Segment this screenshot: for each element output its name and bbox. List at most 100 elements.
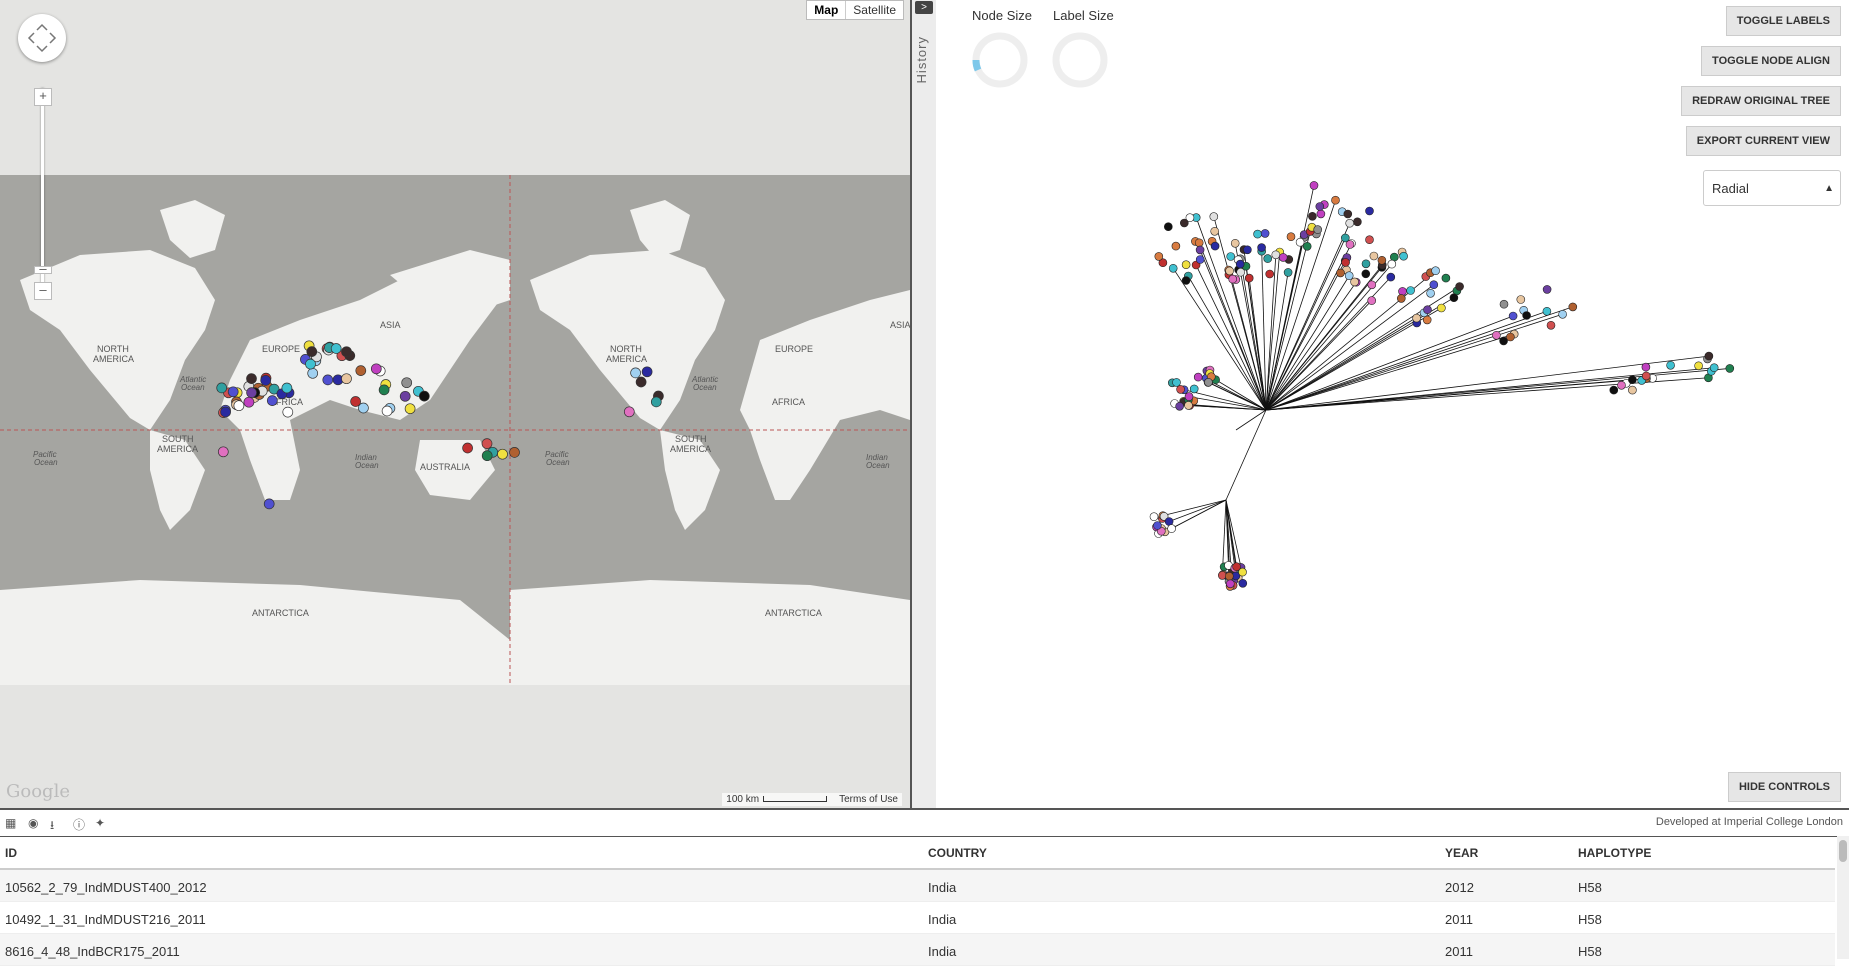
node-size-knob[interactable] — [970, 30, 1030, 90]
zoom-out-button[interactable]: – — [34, 282, 52, 300]
tree-leaf-node[interactable] — [1302, 242, 1312, 251]
tree-leaf-node[interactable] — [1568, 302, 1578, 312]
map-sample-point[interactable] — [246, 387, 257, 398]
map-sample-point[interactable] — [305, 358, 316, 370]
terms-link[interactable]: Terms of Use — [839, 794, 898, 805]
map-button[interactable]: Map — [807, 1, 847, 19]
map-sample-point[interactable] — [399, 390, 411, 402]
tree-leaf-node[interactable] — [1257, 243, 1266, 252]
tree-leaf-node[interactable] — [1260, 229, 1270, 238]
tree-leaf-node[interactable] — [1628, 385, 1637, 395]
tree-leaf-node[interactable] — [1522, 311, 1531, 320]
tree-leaf-node[interactable] — [1377, 255, 1387, 265]
tree-panel[interactable]: Node Size Label Size TOGGLE LABELS TOGGL… — [936, 0, 1849, 808]
tree-leaf-node[interactable] — [1343, 209, 1353, 219]
tree-leaf-node[interactable] — [1209, 212, 1219, 221]
tree-leaf-node[interactable] — [1171, 241, 1181, 251]
tree-leaf-node[interactable] — [1283, 268, 1293, 277]
tree-leaf-node[interactable] — [1369, 251, 1379, 261]
tree-leaf-node[interactable] — [1406, 286, 1415, 295]
map-sample-point[interactable] — [358, 402, 369, 414]
tree-leaf-node[interactable] — [1341, 258, 1350, 267]
map-sample-point[interactable] — [341, 346, 352, 358]
tree-leaf-node[interactable] — [1542, 306, 1552, 316]
tree-leaf-node[interactable] — [1353, 217, 1362, 227]
zoom-slider[interactable] — [41, 88, 44, 288]
tree-leaf-node[interactable] — [1226, 252, 1236, 261]
tree-leaf-node[interactable] — [1709, 363, 1719, 373]
tree-leaf-node[interactable] — [1315, 202, 1325, 211]
tree-leaf-node[interactable] — [1153, 521, 1162, 530]
tree-leaf-node[interactable] — [1426, 288, 1435, 298]
toggle-node-align-button[interactable]: TOGGLE NODE ALIGN — [1701, 46, 1841, 76]
tree-leaf-node[interactable] — [1694, 361, 1703, 371]
map-sample-point[interactable] — [281, 382, 293, 394]
tree-leaf-node[interactable] — [1367, 280, 1377, 290]
tree-leaf-node[interactable] — [1308, 212, 1317, 221]
map-sample-point[interactable] — [263, 498, 275, 510]
tree-leaf-node[interactable] — [1345, 218, 1355, 228]
history-toggle-button[interactable]: > — [915, 1, 933, 14]
tree-leaf-node[interactable] — [1437, 303, 1446, 313]
map-sample-point[interactable] — [418, 390, 430, 402]
tree-leaf-node[interactable] — [1236, 267, 1246, 277]
map-sample-point[interactable] — [307, 367, 319, 379]
tree-leaf-node[interactable] — [1399, 251, 1408, 261]
tree-leaf-node[interactable] — [1185, 213, 1195, 222]
map-sample-point[interactable] — [509, 447, 520, 458]
map-sample-point[interactable] — [623, 406, 635, 418]
map-sample-point[interactable] — [641, 366, 653, 378]
tree-leaf-node[interactable] — [1542, 285, 1552, 294]
tree-leaf-node[interactable] — [1243, 245, 1252, 255]
map-sample-point[interactable] — [217, 446, 229, 458]
tree-leaf-node[interactable] — [1361, 259, 1371, 269]
tree-leaf-node[interactable] — [1361, 269, 1371, 279]
tree-leaf-node[interactable] — [1666, 360, 1675, 370]
map-sample-point[interactable] — [350, 396, 361, 407]
tree-leaf-node[interactable] — [1158, 258, 1168, 268]
tree-leaf-node[interactable] — [1340, 233, 1350, 243]
tree-leaf-node[interactable] — [1499, 299, 1509, 309]
column-header-country[interactable]: COUNTRY — [928, 846, 987, 860]
tree-leaf-node[interactable] — [1238, 578, 1248, 588]
tree-leaf-node[interactable] — [1271, 250, 1281, 260]
hide-controls-button[interactable]: HIDE CONTROLS — [1727, 772, 1841, 802]
tree-leaf-node[interactable] — [1492, 330, 1501, 340]
map-sample-point[interactable] — [306, 346, 318, 357]
info-icon[interactable]: ⓘ — [73, 818, 86, 832]
tree-leaf-node[interactable] — [1181, 276, 1191, 285]
tree-leaf-node[interactable] — [1164, 222, 1173, 231]
map-sample-point[interactable] — [481, 450, 493, 462]
tree-leaf-node[interactable] — [1336, 268, 1345, 278]
map-sample-point[interactable] — [266, 395, 278, 406]
tree-leaf-node[interactable] — [1172, 378, 1181, 387]
map-sample-point[interactable] — [630, 367, 641, 379]
tree-leaf-node[interactable] — [1350, 277, 1359, 287]
map-sample-point[interactable] — [635, 376, 647, 388]
map-sample-point[interactable] — [227, 386, 239, 398]
tree-leaf-node[interactable] — [1235, 259, 1245, 269]
table-row[interactable]: 10562_2_79_IndMDUST400_2012 India 2012 H… — [0, 870, 1835, 902]
tree-leaf-node[interactable] — [1412, 313, 1421, 323]
zoom-in-button[interactable]: + — [34, 88, 52, 106]
tree-leaf-node[interactable] — [1189, 384, 1199, 394]
redraw-original-tree-button[interactable]: REDRAW ORIGINAL TREE — [1681, 86, 1841, 116]
tree-leaf-node[interactable] — [1204, 377, 1213, 387]
tree-leaf-node[interactable] — [1367, 296, 1377, 305]
tree-leaf-node[interactable] — [1641, 371, 1651, 381]
map-sample-point[interactable] — [216, 382, 228, 394]
tree-leaf-node[interactable] — [1265, 269, 1275, 279]
map-sample-point[interactable] — [322, 374, 334, 386]
map-sample-point[interactable] — [355, 365, 367, 376]
tree-leaf-node[interactable] — [1230, 239, 1240, 248]
phylogenetic-tree[interactable] — [936, 0, 1849, 808]
tree-leaf-node[interactable] — [1210, 227, 1220, 236]
tree-leaf-node[interactable] — [1168, 263, 1178, 273]
tree-leaf-node[interactable] — [1455, 282, 1464, 291]
label-size-knob[interactable] — [1050, 30, 1110, 90]
tree-leaf-node[interactable] — [1149, 512, 1159, 522]
zoom-handle[interactable]: – — [34, 262, 52, 275]
table-row[interactable]: 8616_4_48_IndBCR175_2011 India 2011 H58 — [0, 934, 1835, 966]
table-scroll-thumb[interactable] — [1839, 840, 1847, 862]
map-sample-point[interactable] — [341, 373, 352, 385]
